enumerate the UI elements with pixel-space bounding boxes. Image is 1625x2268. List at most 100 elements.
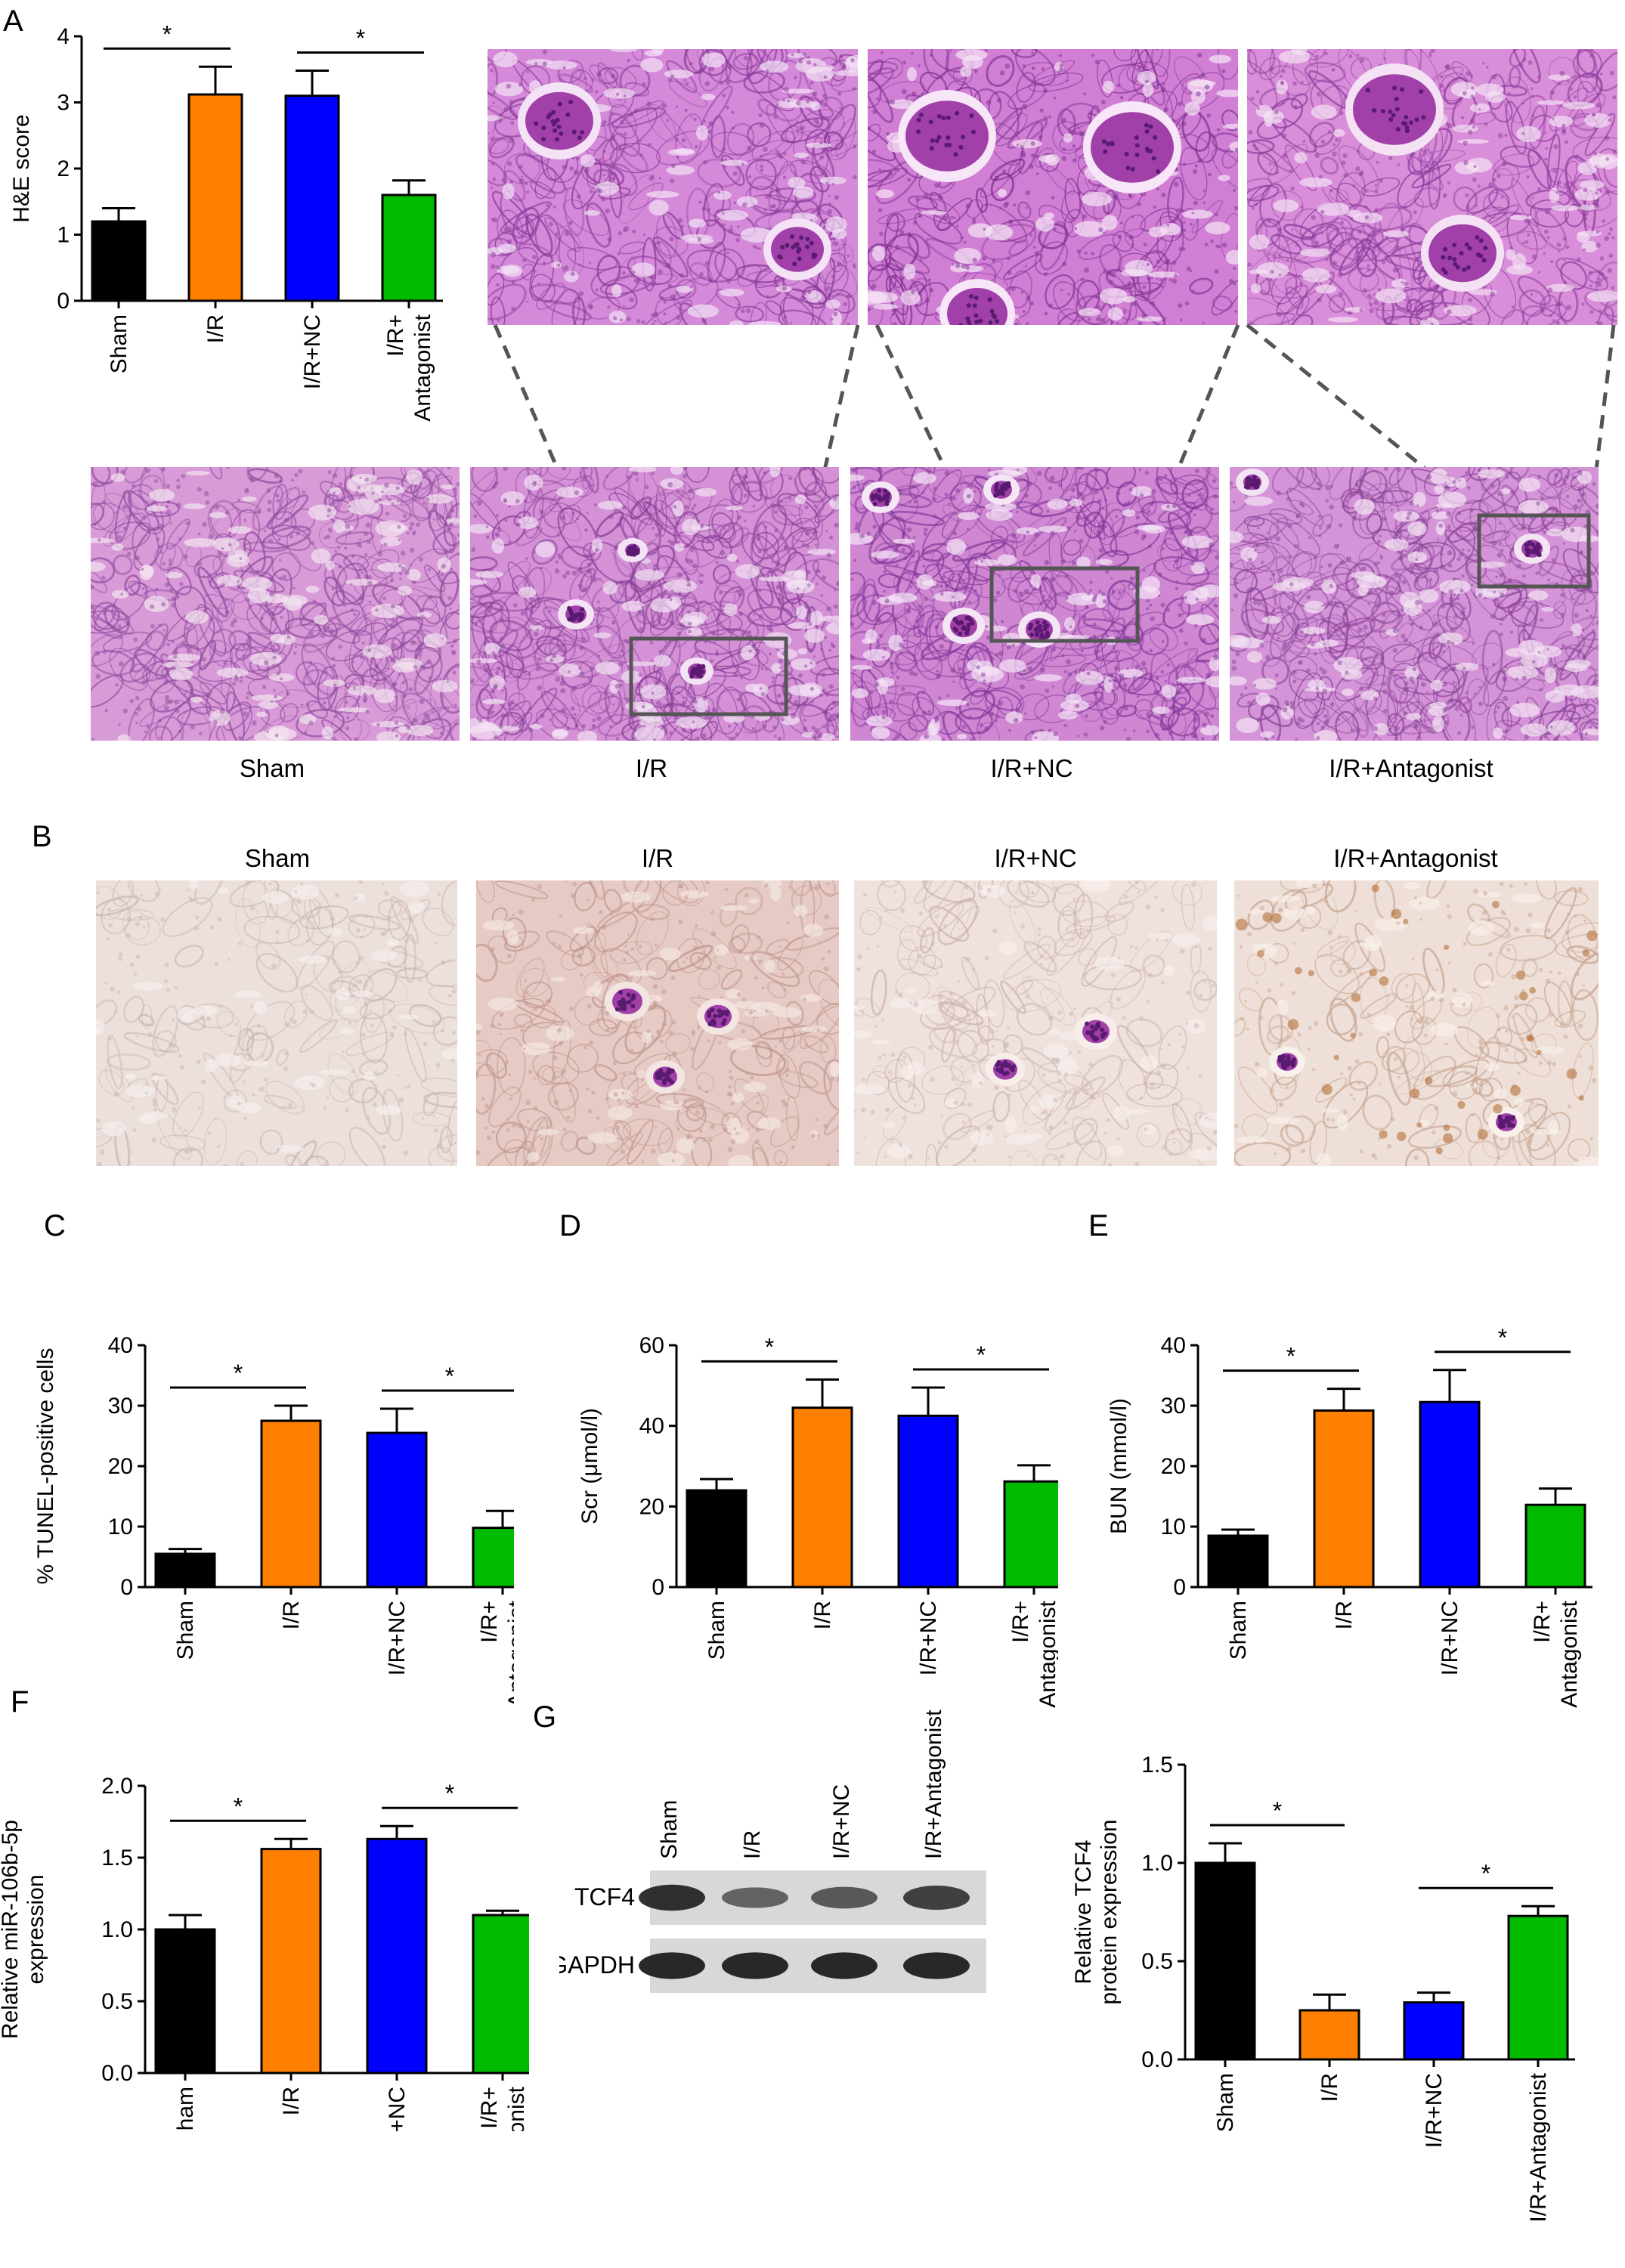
nucleus: [831, 643, 835, 648]
nucleus: [883, 589, 887, 593]
tubule: [653, 226, 689, 257]
nucleus: [813, 655, 816, 658]
tubule: [198, 639, 217, 671]
nucleus: [589, 680, 593, 684]
nucleus: [729, 509, 733, 512]
glomerulus-nucleus: [971, 129, 977, 135]
nucleus: [232, 682, 237, 686]
lumen: [1321, 579, 1337, 594]
lumen: [1249, 234, 1270, 250]
nucleus: [285, 579, 288, 582]
nucleus: [1234, 128, 1238, 131]
nucleus: [491, 651, 496, 655]
tubule: [103, 631, 153, 653]
nucleus: [1025, 206, 1028, 209]
tubule: [1400, 725, 1422, 741]
tubule: [868, 243, 892, 271]
lumen: [91, 561, 106, 572]
nucleus: [150, 623, 155, 629]
tubule: [471, 467, 499, 492]
tubule: [642, 299, 692, 325]
nucleus: [595, 90, 599, 94]
lumen: [423, 633, 447, 648]
nucleus: [530, 638, 534, 642]
y-tick-label: 4: [57, 24, 70, 49]
nucleus: [1184, 641, 1188, 645]
lumen: [416, 611, 432, 618]
nucleus: [724, 158, 727, 161]
nucleus: [936, 516, 939, 519]
glomerulus-nucleus: [995, 482, 1000, 487]
nucleus: [626, 316, 631, 322]
nucleus: [443, 549, 448, 554]
tubule: [148, 725, 173, 741]
tubule: [490, 296, 506, 325]
significance-star: *: [1286, 1343, 1295, 1370]
lumen: [111, 543, 124, 551]
nucleus: [676, 631, 682, 636]
nucleus: [1100, 317, 1106, 323]
tubule: [1324, 617, 1376, 654]
nucleus: [1007, 256, 1011, 261]
nucleus: [741, 632, 745, 636]
tubule: [1077, 608, 1114, 639]
nucleus: [1204, 711, 1210, 716]
tubule: [1356, 246, 1378, 278]
significance-star: *: [234, 1793, 243, 1820]
tubule: [503, 712, 533, 741]
nucleus: [1590, 73, 1595, 78]
tubule: [585, 202, 611, 248]
nucleus: [688, 488, 693, 494]
tubule: [579, 568, 596, 593]
tubule: [492, 190, 534, 236]
tubule: [678, 531, 715, 552]
tubule: [1385, 701, 1424, 737]
nucleus: [294, 645, 298, 648]
nucleus: [1200, 497, 1204, 502]
nucleus: [1280, 82, 1284, 85]
nucleus: [331, 656, 336, 661]
tubule: [1413, 631, 1442, 664]
nucleus: [418, 556, 424, 562]
lumen: [470, 579, 488, 586]
lumen: [111, 589, 129, 599]
lumen: [1059, 634, 1090, 639]
nucleus: [655, 523, 658, 526]
nucleus: [1049, 646, 1053, 649]
nucleus: [555, 677, 560, 682]
nucleus: [829, 535, 834, 540]
nucleus: [574, 169, 579, 175]
nucleus: [753, 613, 756, 616]
nucleus: [94, 650, 100, 656]
nucleus: [760, 692, 766, 697]
nucleus: [583, 168, 588, 173]
glomerulus-nucleus: [551, 110, 556, 115]
tubule: [1206, 467, 1219, 490]
tubule: [1095, 617, 1125, 662]
tubule: [534, 214, 561, 258]
nucleus: [798, 673, 803, 678]
y-tick-label: 30: [1161, 1394, 1186, 1419]
lumen: [398, 726, 409, 734]
lumen: [280, 595, 308, 606]
nucleus: [508, 226, 512, 231]
nucleus: [1157, 478, 1161, 481]
tubule: [1558, 485, 1587, 510]
nucleus: [1190, 529, 1193, 532]
lumen: [936, 699, 968, 707]
tubule: [675, 113, 704, 165]
nucleus: [1173, 181, 1179, 187]
nucleus: [1023, 669, 1026, 673]
nucleus: [1556, 302, 1561, 307]
nucleus: [817, 734, 822, 738]
y-tick-label: 0.5: [1141, 1949, 1173, 1974]
nucleus: [682, 473, 687, 478]
nucleus: [576, 517, 579, 521]
nucleus: [242, 654, 245, 658]
lumen: [1520, 723, 1547, 737]
nucleus: [1537, 75, 1541, 79]
nucleus: [1172, 119, 1175, 122]
nucleus: [932, 497, 937, 502]
nucleus: [1086, 671, 1091, 676]
nucleus: [521, 175, 524, 178]
